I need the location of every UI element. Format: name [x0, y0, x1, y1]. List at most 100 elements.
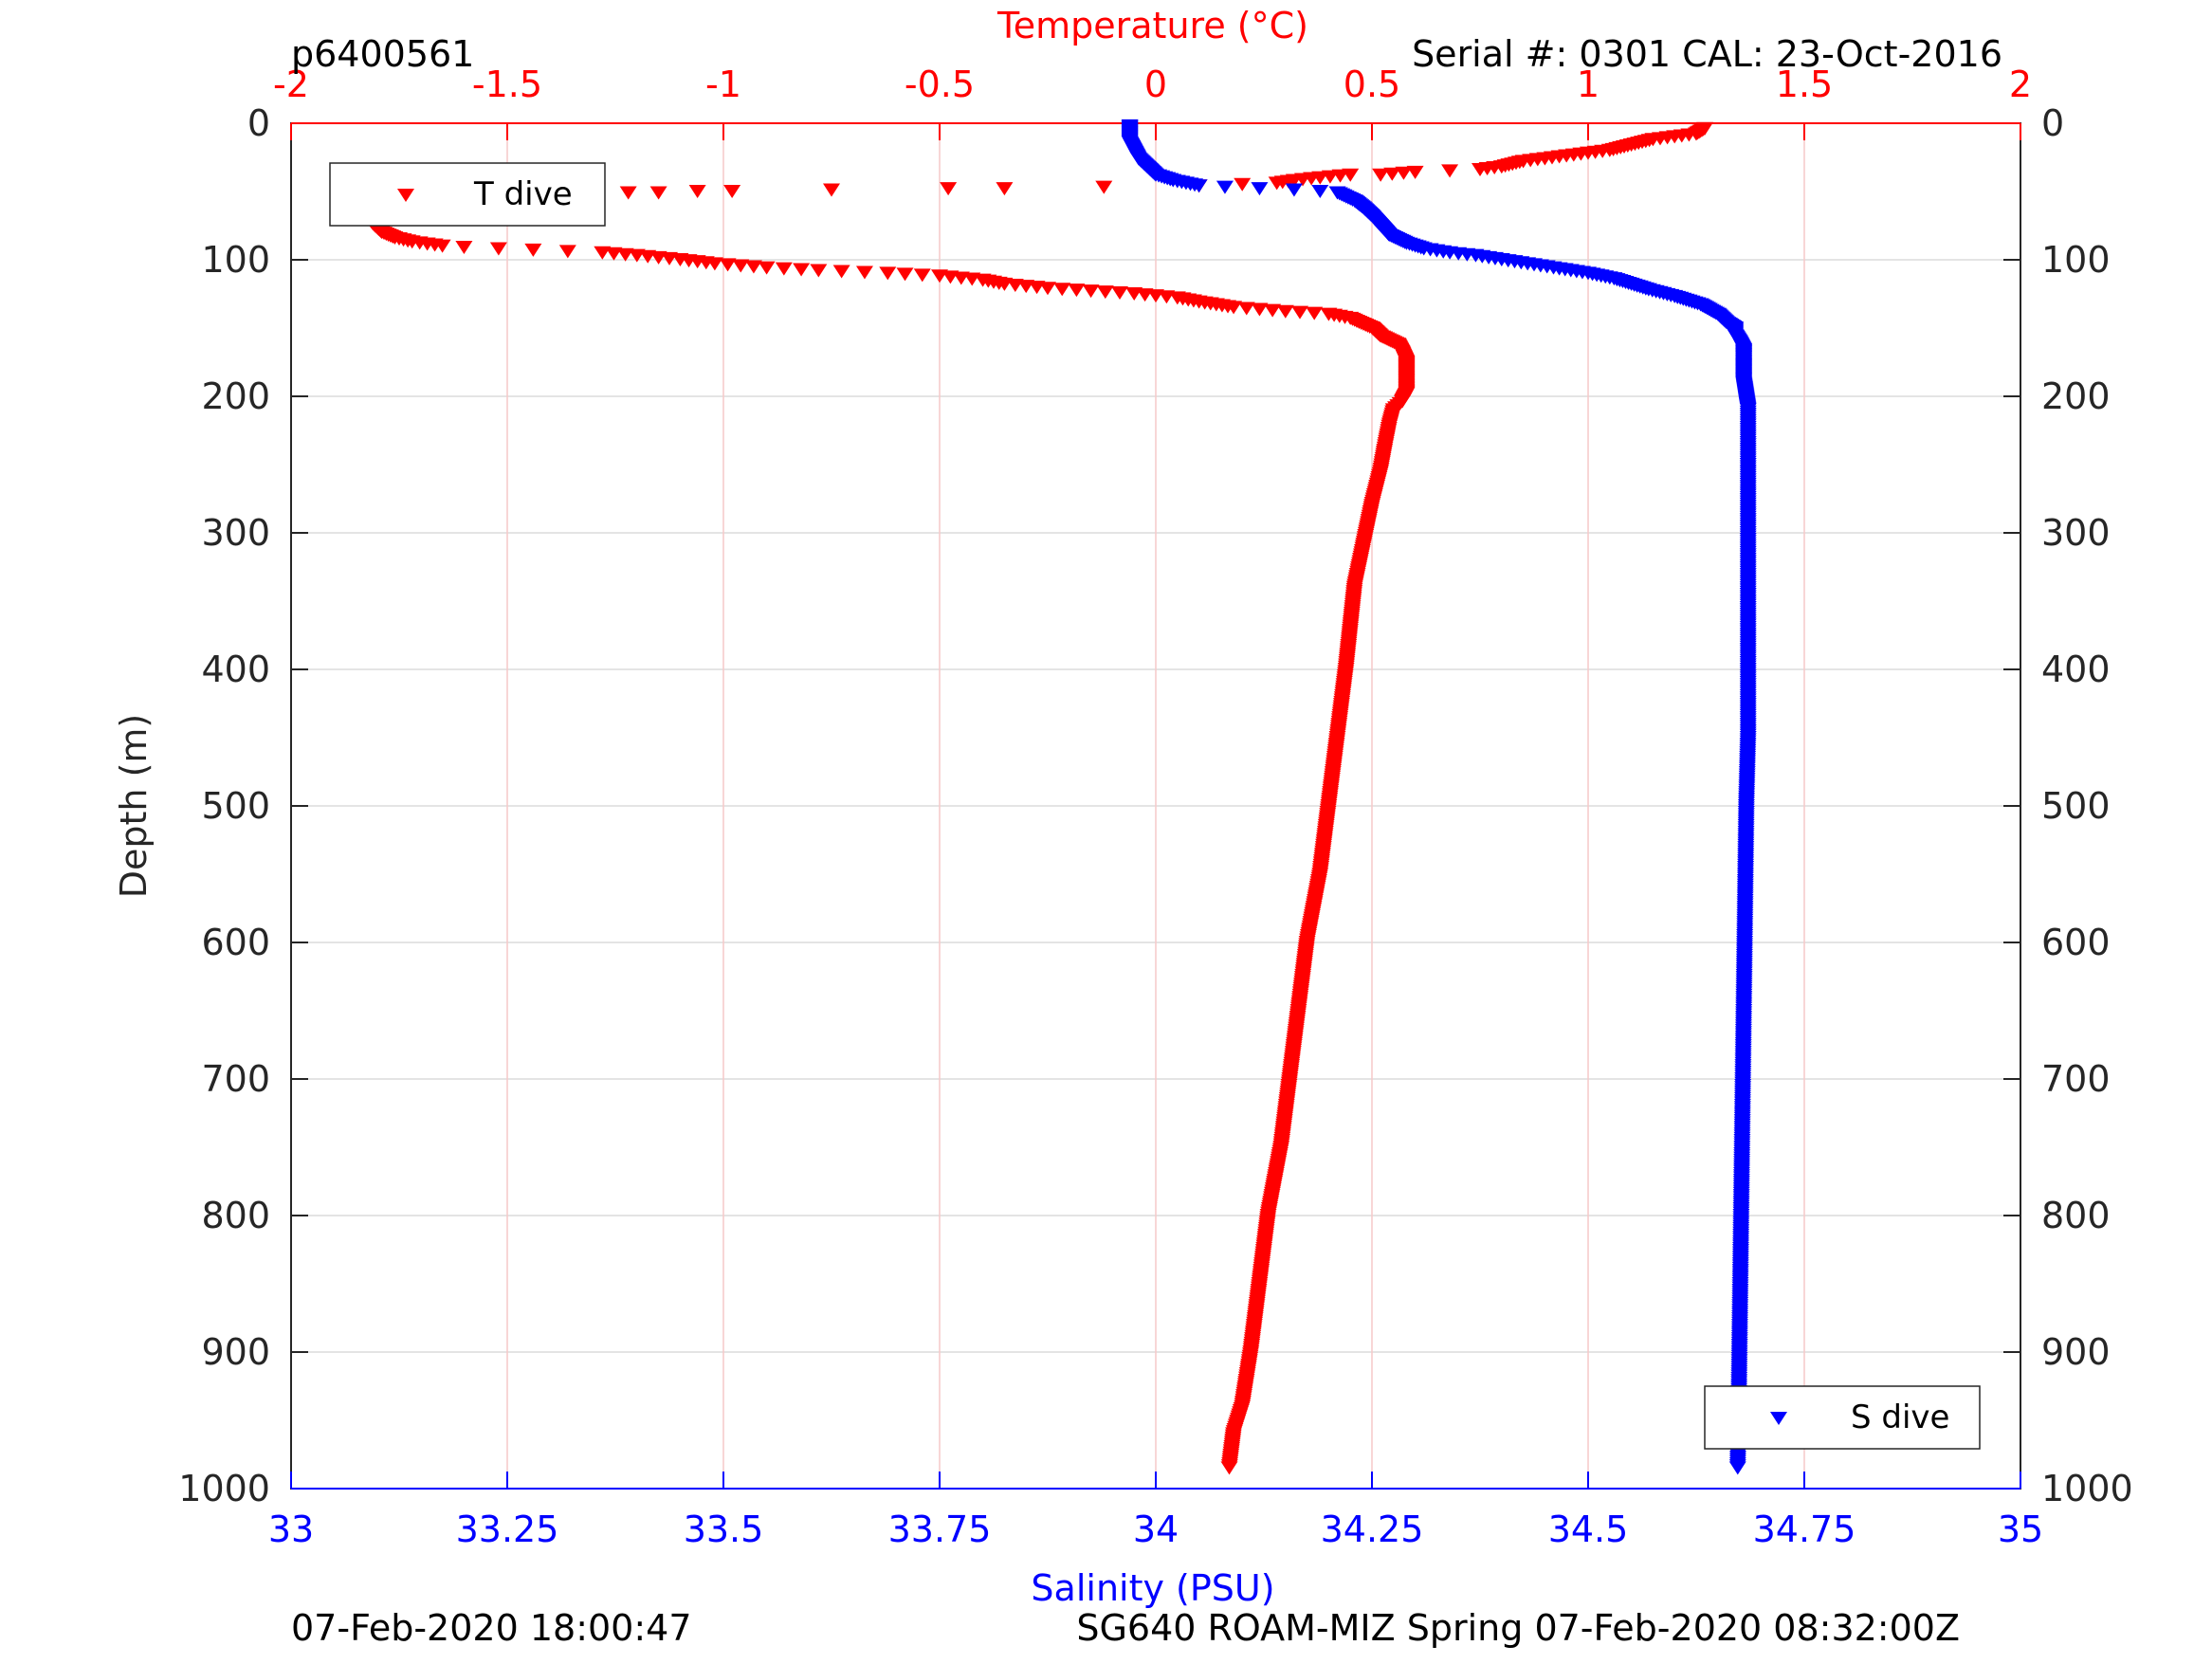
- axes-layer: 0 0 100 100 200 200 300 300 400 400 500 500 600 600 70…: [178, 64, 2132, 1550]
- data-point: [1383, 167, 1401, 181]
- data-point: [1190, 179, 1208, 193]
- data-point: [940, 182, 958, 196]
- depth-tick-label-left: 400: [201, 649, 270, 690]
- depth-tick-label-left: 500: [201, 785, 270, 827]
- data-point: [879, 266, 897, 281]
- data-point: [1441, 164, 1459, 178]
- data-point: [616, 247, 634, 262]
- data-point: [605, 247, 623, 261]
- salinity-tick-label: 33.75: [888, 1509, 992, 1550]
- data-point: [1234, 177, 1252, 192]
- temperature-tick-label: 1: [1577, 64, 1600, 105]
- legend-s-dive-label: S dive: [1851, 1399, 1949, 1436]
- temperature-tick-label: -2: [273, 64, 309, 105]
- temperature-tick-label: 1.5: [1776, 64, 1833, 105]
- data-point: [455, 241, 473, 255]
- data-point: [810, 264, 828, 278]
- depth-tick-label-left: 600: [201, 922, 270, 963]
- data-point: [1372, 168, 1390, 182]
- depth-tick-label-right: 400: [2041, 649, 2111, 690]
- salinity-axis-label: Salinity (PSU): [1031, 1567, 1274, 1609]
- data-point: [1251, 302, 1269, 317]
- depth-tick-label-right: 600: [2041, 922, 2111, 963]
- data-point: [1276, 304, 1294, 319]
- data-point: [1728, 1461, 1746, 1475]
- data-point: [649, 186, 667, 200]
- data-point: [489, 242, 507, 256]
- data-point: [996, 182, 1014, 196]
- depth-tick-label-left: 700: [201, 1058, 270, 1100]
- grid-layer: [291, 123, 2020, 1489]
- data-point: [433, 239, 451, 253]
- data-point: [1264, 303, 1282, 318]
- depth-tick-label-right: 1000: [2041, 1468, 2133, 1509]
- data-point: [1311, 185, 1329, 198]
- depth-tick-label-left: 200: [201, 375, 270, 417]
- depth-tick-label-right: 900: [2041, 1331, 2111, 1373]
- data-point: [823, 183, 840, 197]
- salinity-tick-label: 33: [268, 1509, 314, 1550]
- data-point: [775, 262, 793, 276]
- temperature-tick-label: 2: [2009, 64, 2032, 105]
- temperature-tick-label: -1.5: [472, 64, 542, 105]
- depth-tick-label-left: 100: [201, 239, 270, 281]
- serial-calibration-label: Serial #: 0301 CAL: 23-Oct-2016: [1412, 33, 2002, 75]
- temperature-tick-label: 0: [1144, 64, 1167, 105]
- plot-timestamp: 07-Feb-2020 18:00:47: [291, 1607, 692, 1649]
- salinity-tick-label: 33.5: [684, 1509, 764, 1550]
- legend-t-dive-marker: [397, 189, 414, 202]
- data-point: [758, 261, 776, 275]
- mission-label: SG640 ROAM-MIZ Spring 07-Feb-2020 08:32:…: [1076, 1607, 1960, 1649]
- data-point: [594, 246, 612, 260]
- data-point: [1225, 301, 1243, 315]
- data-point: [1306, 306, 1324, 320]
- data-point: [1406, 165, 1424, 179]
- legend-t-dive: T dive: [329, 162, 606, 227]
- data-point: [719, 258, 737, 272]
- salinity-tick-label: 33.25: [456, 1509, 559, 1550]
- data-point: [558, 245, 576, 259]
- salinity-tick-label: 34.5: [1548, 1509, 1629, 1550]
- legend-t-dive-box: [329, 162, 606, 227]
- depth-tick-label-right: 200: [2041, 375, 2111, 417]
- data-point: [688, 185, 706, 198]
- data-point: [732, 259, 750, 273]
- depth-tick-label-right: 100: [2041, 239, 2111, 281]
- data-point: [619, 186, 637, 200]
- data-point: [1095, 180, 1113, 194]
- temperature-tick-label: -0.5: [905, 64, 975, 105]
- temperature-axis-label: Temperature (°C): [996, 5, 1308, 46]
- salinity-tick-label: 34.75: [1753, 1509, 1856, 1550]
- legend-t-dive-label: T dive: [473, 175, 573, 213]
- data-point: [913, 268, 931, 283]
- data-point: [855, 265, 873, 280]
- salinity-tick-label: 35: [1998, 1509, 2043, 1550]
- data-point: [1291, 305, 1308, 320]
- data-point: [1068, 283, 1086, 298]
- data-point: [1096, 285, 1114, 300]
- depth-axis-label: Depth (m): [113, 714, 155, 899]
- data-point: [524, 243, 542, 257]
- profile-id-label: p6400561: [291, 33, 474, 75]
- data-point: [1053, 283, 1071, 297]
- depth-tick-label-left: 900: [201, 1331, 270, 1373]
- salinity-tick-label: 34: [1133, 1509, 1179, 1550]
- legend-s-dive-marker: [1770, 1412, 1787, 1425]
- depth-tick-label-left: 300: [201, 512, 270, 554]
- data-point: [832, 265, 850, 279]
- data-point: [1472, 162, 1489, 176]
- data-point: [896, 267, 914, 282]
- data-point: [1395, 166, 1413, 180]
- data-point: [723, 185, 741, 198]
- data-point: [1285, 183, 1303, 197]
- salinity-series: [1121, 119, 1757, 1475]
- legend-s-dive-box: [1704, 1385, 1981, 1450]
- depth-tick-label-left: 1000: [178, 1468, 270, 1509]
- depth-tick-label-right: 500: [2041, 785, 2111, 827]
- data-point: [1251, 182, 1269, 196]
- data-point: [1237, 302, 1255, 316]
- depth-tick-label-right: 800: [2041, 1195, 2111, 1236]
- data-point: [1216, 180, 1234, 194]
- salinity-tick-label: 34.25: [1321, 1509, 1424, 1550]
